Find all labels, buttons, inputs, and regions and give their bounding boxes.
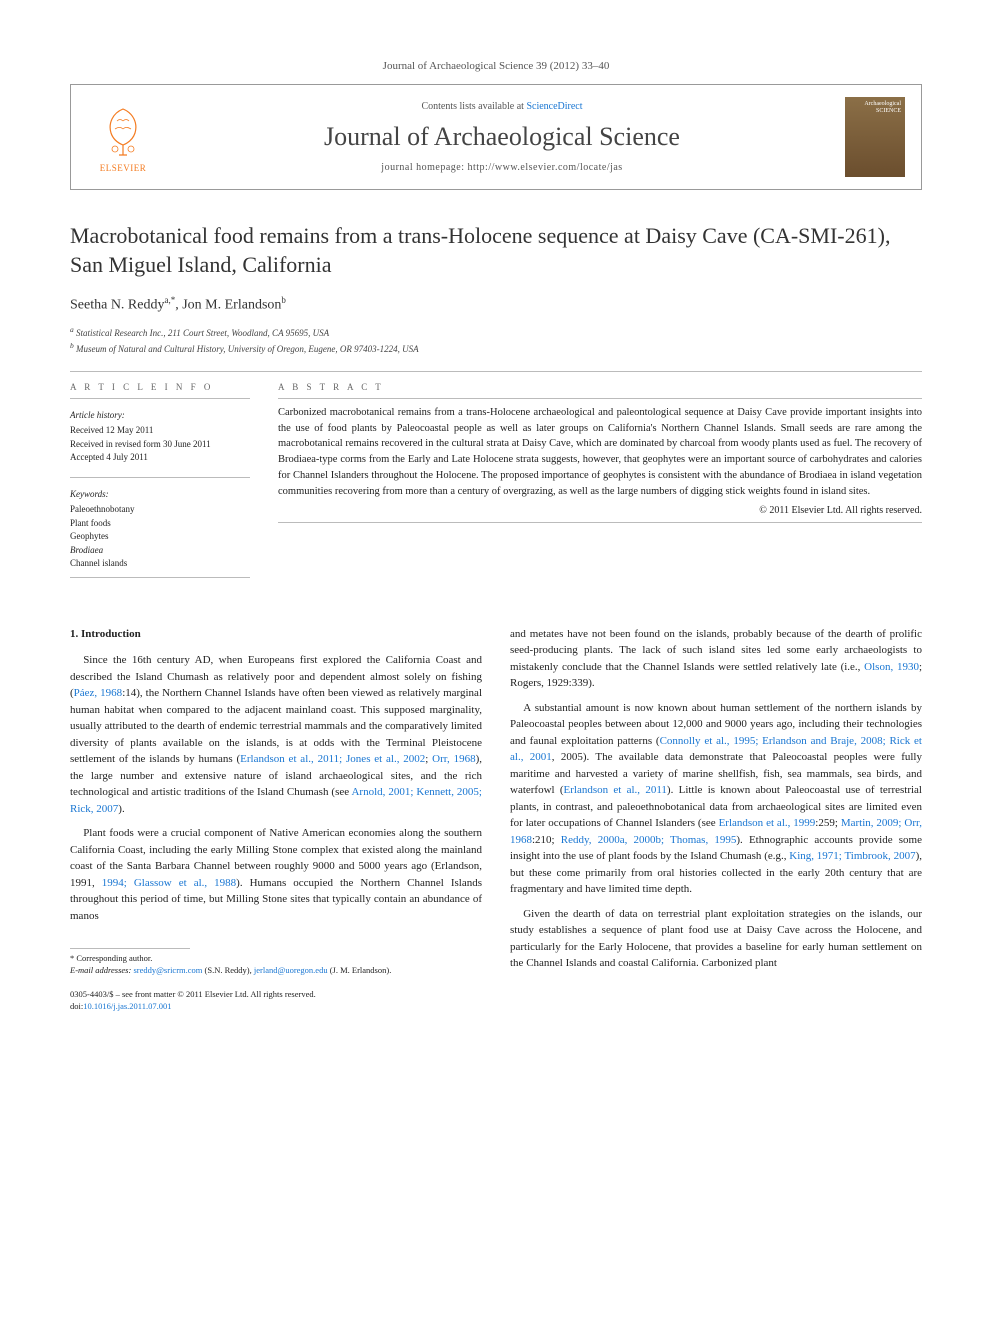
front-matter: 0305-4403/$ – see front matter © 2011 El…	[70, 989, 482, 1013]
author-1: Seetha N. Reddy	[70, 298, 164, 313]
keyword: Geophytes	[70, 530, 250, 544]
abstract: A B S T R A C T Carbonized macrobotanica…	[278, 382, 922, 578]
homepage-prefix: journal homepage:	[381, 162, 467, 173]
journal-homepage: journal homepage: http://www.elsevier.co…	[175, 162, 829, 173]
journal-title: Journal of Archaeological Science	[175, 122, 829, 152]
author-2: Jon M. Erlandson	[182, 298, 281, 313]
abstract-text: Carbonized macrobotanical remains from a…	[278, 398, 922, 500]
ref-link[interactable]: Reddy, 2000a, 2000b; Thomas, 1995	[561, 834, 737, 846]
accepted-date: Accepted 4 July 2011	[70, 451, 250, 465]
contents-line: Contents lists available at ScienceDirec…	[175, 101, 829, 112]
paragraph: A substantial amount is now known about …	[510, 700, 922, 898]
email-label: E-mail addresses:	[70, 965, 133, 975]
author-2-aff: b	[281, 295, 286, 305]
article-info-heading: A R T I C L E I N F O	[70, 382, 250, 392]
journal-citation: Journal of Archaeological Science 39 (20…	[70, 60, 922, 72]
email-name: (J. M. Erlandson).	[328, 965, 392, 975]
affiliation-a: Statistical Research Inc., 211 Court Str…	[76, 328, 329, 338]
ref-link[interactable]: Erlandson et al., 2011	[564, 784, 667, 796]
sciencedirect-link[interactable]: ScienceDirect	[526, 101, 582, 112]
affiliations: a Statistical Research Inc., 211 Court S…	[70, 324, 922, 357]
authors: Seetha N. Reddya,*, Jon M. Erlandsonb	[70, 295, 922, 314]
elsevier-logo: ELSEVIER	[87, 97, 159, 177]
cover-text: Archaeological SCIENCE	[849, 101, 901, 115]
keyword: Paleoethnobotany	[70, 503, 250, 517]
article-info: A R T I C L E I N F O Article history: R…	[70, 382, 250, 578]
divider	[278, 522, 922, 523]
footnote-divider	[70, 948, 190, 949]
history-label: Article history:	[70, 409, 250, 423]
ref-link[interactable]: Erlandson et al., 1999	[719, 817, 816, 829]
elsevier-tree-icon	[93, 101, 153, 161]
divider	[70, 371, 922, 372]
footnotes: * Corresponding author. E-mail addresses…	[70, 953, 482, 977]
body-column-right: and metates have not been found on the i…	[510, 626, 922, 1013]
abstract-copyright: © 2011 Elsevier Ltd. All rights reserved…	[278, 505, 922, 516]
ref-link[interactable]: Páez, 1968	[74, 687, 123, 699]
elsevier-label: ELSEVIER	[100, 163, 147, 173]
copyright-line: 0305-4403/$ – see front matter © 2011 El…	[70, 989, 482, 1001]
email-link[interactable]: sreddy@sricrm.com	[133, 965, 202, 975]
keywords-label: Keywords:	[70, 488, 250, 502]
ref-link[interactable]: Erlandson et al., 2011; Jones et al., 20…	[240, 753, 425, 765]
email-name: (S.N. Reddy),	[202, 965, 253, 975]
doi-label: doi:	[70, 1001, 83, 1011]
keyword: Plant foods	[70, 517, 250, 531]
ref-link[interactable]: King, 1971; Timbrook, 2007	[789, 850, 915, 862]
homepage-url[interactable]: http://www.elsevier.com/locate/jas	[468, 162, 623, 173]
corresponding-author: * Corresponding author.	[70, 953, 482, 965]
affiliation-b: Museum of Natural and Cultural History, …	[76, 344, 419, 354]
section-1-heading: 1. Introduction	[70, 626, 482, 643]
journal-header: ELSEVIER Contents lists available at Sci…	[70, 84, 922, 190]
body-column-left: 1. Introduction Since the 16th century A…	[70, 626, 482, 1013]
contents-prefix: Contents lists available at	[421, 101, 526, 112]
doi-link[interactable]: 10.1016/j.jas.2011.07.001	[83, 1001, 171, 1011]
email-link[interactable]: jerland@uoregon.edu	[254, 965, 328, 975]
keyword: Channel islands	[70, 557, 250, 578]
keyword: Brodiaea	[70, 544, 250, 558]
abstract-heading: A B S T R A C T	[278, 382, 922, 392]
ref-link[interactable]: Olson, 1930	[864, 661, 919, 673]
article-title: Macrobotanical food remains from a trans…	[70, 222, 922, 279]
journal-cover-thumbnail: Archaeological SCIENCE	[845, 97, 905, 177]
paragraph: Since the 16th century AD, when European…	[70, 652, 482, 817]
paragraph: and metates have not been found on the i…	[510, 626, 922, 692]
received-date: Received 12 May 2011	[70, 424, 250, 438]
ref-link[interactable]: 1994; Glassow et al., 1988	[102, 877, 236, 889]
revised-date: Received in revised form 30 June 2011	[70, 438, 250, 452]
paragraph: Given the dearth of data on terrestrial …	[510, 906, 922, 972]
paragraph: Plant foods were a crucial component of …	[70, 825, 482, 924]
ref-link[interactable]: Orr, 1968	[432, 753, 475, 765]
